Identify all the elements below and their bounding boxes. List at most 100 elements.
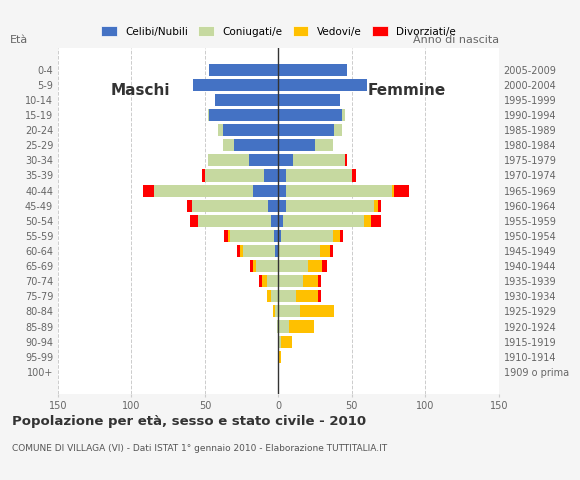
Bar [205, 169, 278, 181]
Bar [278, 169, 352, 181]
Bar [223, 139, 278, 151]
Bar [240, 245, 278, 257]
Bar [193, 79, 278, 91]
Bar [253, 184, 278, 197]
Bar [278, 230, 281, 242]
Bar [278, 260, 308, 272]
Bar [215, 94, 278, 106]
Bar [278, 109, 345, 121]
Bar [193, 79, 278, 91]
Bar [278, 64, 347, 76]
Bar [249, 155, 278, 167]
Bar [278, 290, 318, 302]
Bar [278, 275, 303, 287]
Bar [278, 64, 347, 76]
Bar [234, 139, 278, 151]
Bar [215, 94, 278, 106]
Bar [209, 64, 278, 76]
Text: Femmine: Femmine [368, 83, 446, 97]
Bar [278, 79, 367, 91]
Bar [278, 200, 374, 212]
Bar [278, 321, 314, 333]
Bar [143, 184, 278, 197]
Bar [224, 230, 278, 242]
Bar [267, 275, 278, 287]
Bar [278, 124, 342, 136]
Bar [209, 109, 278, 121]
Text: Maschi: Maschi [111, 83, 171, 97]
Bar [223, 139, 278, 151]
Bar [278, 94, 340, 106]
Bar [278, 184, 394, 197]
Bar [205, 169, 278, 181]
Bar [278, 155, 293, 167]
Bar [193, 79, 278, 91]
Bar [278, 139, 333, 151]
Bar [278, 305, 300, 317]
Legend: Celibi/Nubili, Coniugati/e, Vedovi/e, Divorziati/e: Celibi/Nubili, Coniugati/e, Vedovi/e, Di… [97, 22, 460, 41]
Bar [243, 245, 278, 257]
Bar [267, 290, 278, 302]
Bar [278, 336, 281, 348]
Bar [278, 215, 371, 227]
Bar [154, 184, 278, 197]
Bar [198, 215, 278, 227]
Bar [278, 124, 334, 136]
Bar [278, 336, 292, 348]
Bar [277, 321, 278, 333]
Bar [278, 230, 343, 242]
Bar [278, 351, 281, 363]
Bar [209, 64, 278, 76]
Bar [278, 260, 322, 272]
Bar [278, 275, 318, 287]
Bar [271, 215, 278, 227]
Bar [278, 184, 409, 197]
Bar [278, 94, 340, 106]
Bar [278, 200, 378, 212]
Bar [278, 290, 296, 302]
Bar [278, 109, 342, 121]
Bar [218, 124, 278, 136]
Bar [208, 109, 278, 121]
Bar [278, 94, 340, 106]
Bar [259, 275, 278, 287]
Bar [277, 321, 278, 333]
Bar [278, 79, 367, 91]
Bar [278, 184, 286, 197]
Bar [208, 109, 278, 121]
Bar [278, 109, 345, 121]
Bar [278, 230, 333, 242]
Bar [278, 155, 345, 167]
Bar [278, 94, 340, 106]
Bar [278, 245, 333, 257]
Bar [187, 200, 278, 212]
Text: Anno di nascita: Anno di nascita [413, 35, 499, 45]
Bar [209, 64, 278, 76]
Bar [190, 215, 278, 227]
Bar [276, 245, 278, 257]
Bar [277, 321, 278, 333]
Bar [253, 260, 278, 272]
Bar [278, 64, 347, 76]
Bar [278, 230, 340, 242]
Bar [278, 245, 320, 257]
Bar [223, 124, 278, 136]
Bar [223, 139, 278, 151]
Bar [215, 94, 278, 106]
Bar [278, 79, 367, 91]
Bar [154, 184, 278, 197]
Bar [278, 305, 334, 317]
Text: Popolazione per età, sesso e stato civile - 2010: Popolazione per età, sesso e stato civil… [12, 415, 366, 428]
Bar [278, 321, 289, 333]
Bar [273, 305, 278, 317]
Bar [237, 245, 278, 257]
Bar [278, 139, 315, 151]
Bar [208, 155, 278, 167]
Bar [278, 139, 333, 151]
Bar [209, 64, 278, 76]
Bar [276, 305, 278, 317]
Bar [278, 215, 381, 227]
Bar [278, 245, 330, 257]
Bar [218, 124, 278, 136]
Bar [208, 109, 278, 121]
